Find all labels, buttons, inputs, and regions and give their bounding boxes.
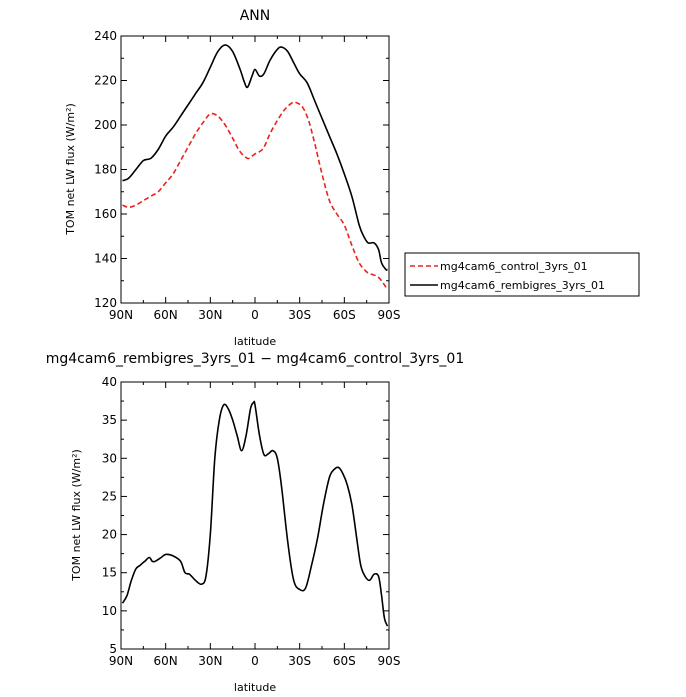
- legend: mg4cam6_control_3yrs_01 mg4cam6_rembigre…: [404, 252, 640, 297]
- top-x-axis-label: latitude: [234, 335, 276, 348]
- top-series-lines: [122, 44, 389, 291]
- panel-top-chart: ANN 120 140 160 180 200 220 240 90N 60N 30N 0 30S 6…: [64, 8, 640, 348]
- top-x-tick-label: 0: [251, 308, 259, 322]
- top-x-tick-label: 60S: [333, 308, 356, 322]
- bottom-y-tick-label: 5: [109, 642, 117, 656]
- bottom-x-tick-label: 0: [251, 654, 259, 668]
- top-series-line-0: [122, 101, 389, 291]
- bottom-y-tick-label: 30: [102, 451, 117, 465]
- bottom-y-axis: 5 10 15 20 25 30 35 40: [102, 375, 389, 656]
- top-series-line-1: [122, 44, 389, 271]
- bottom-plot-frame: [120, 381, 390, 650]
- top-y-axis: 120 140 160 180 200 220 240: [94, 29, 389, 310]
- bottom-y-tick-label: 25: [102, 489, 117, 503]
- top-y-tick-label: 180: [94, 163, 117, 177]
- bottom-series-line-0: [121, 400, 389, 627]
- bottom-x-tick-label: 90N: [109, 654, 133, 668]
- bottom-y-tick-label: 35: [102, 413, 117, 427]
- top-plot-frame: [120, 35, 390, 304]
- bottom-y-axis-label: TOM net LW flux (W/m²): [70, 449, 83, 582]
- bottom-x-tick-label: 60N: [154, 654, 178, 668]
- legend-label-rembigres: mg4cam6_rembigres_3yrs_01: [440, 279, 605, 292]
- legend-box: [404, 252, 640, 297]
- bottom-x-tick-label: 60S: [333, 654, 356, 668]
- top-x-tick-label: 90S: [378, 308, 401, 322]
- bottom-chart-title: mg4cam6_rembigres_3yrs_01 − mg4cam6_cont…: [46, 351, 465, 367]
- top-x-axis: 90N 60N 30N 0 30S 60S 90S: [109, 36, 401, 322]
- bottom-y-tick-label: 15: [102, 566, 117, 580]
- bottom-x-axis-label: latitude: [234, 681, 276, 694]
- panel-bottom-chart: mg4cam6_rembigres_3yrs_01 − mg4cam6_cont…: [46, 351, 465, 694]
- top-y-tick-label: 120: [94, 296, 117, 310]
- legend-label-control: mg4cam6_control_3yrs_01: [440, 260, 588, 273]
- top-y-tick-label: 160: [94, 207, 117, 221]
- top-x-tick-label: 30S: [288, 308, 311, 322]
- top-y-axis-label: TOM net LW flux (W/m²): [64, 103, 77, 236]
- top-y-tick-label: 220: [94, 74, 117, 88]
- bottom-x-axis: 90N 60N 30N 0 30S 60S 90S: [109, 382, 401, 668]
- top-chart-title: ANN: [240, 8, 271, 24]
- bottom-x-tick-label: 90S: [378, 654, 401, 668]
- top-x-tick-label: 90N: [109, 308, 133, 322]
- bottom-y-tick-label: 20: [102, 528, 117, 542]
- bottom-x-tick-label: 30N: [198, 654, 222, 668]
- top-x-tick-label: 30N: [198, 308, 222, 322]
- top-y-tick-label: 140: [94, 252, 117, 266]
- bottom-y-tick-label: 10: [102, 604, 117, 618]
- bottom-y-tick-label: 40: [102, 375, 117, 389]
- top-y-tick-label: 240: [94, 29, 117, 43]
- bottom-series-lines: [121, 400, 389, 627]
- top-y-tick-label: 200: [94, 118, 117, 132]
- top-x-tick-label: 60N: [154, 308, 178, 322]
- bottom-x-tick-label: 30S: [288, 654, 311, 668]
